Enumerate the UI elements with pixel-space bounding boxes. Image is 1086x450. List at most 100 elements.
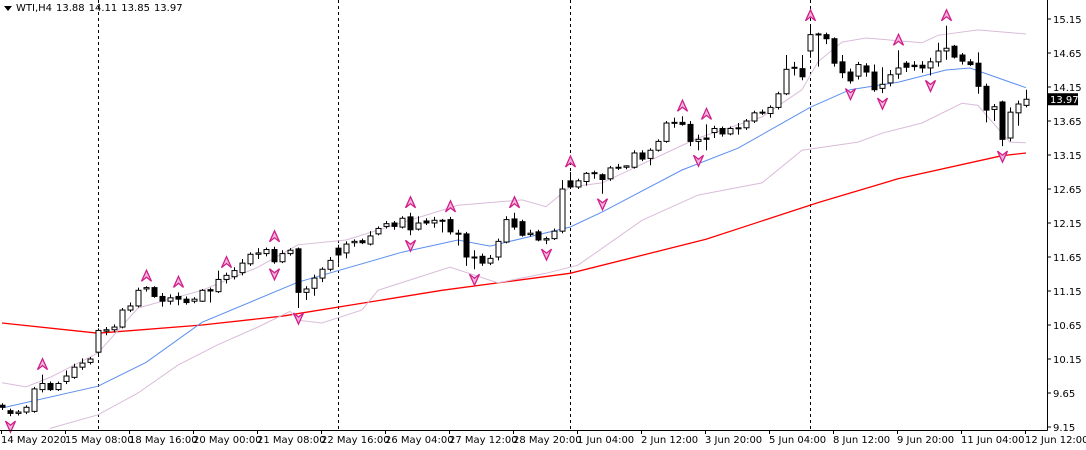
candle — [439, 218, 446, 233]
candle — [311, 274, 318, 296]
price-tick-label: 12.65 — [1053, 185, 1082, 196]
candle — [167, 294, 174, 305]
time-tick-label: 1 Jun 04:00 — [577, 435, 634, 446]
candle-body-bull — [383, 223, 390, 227]
fractal-up-arrow-icon — [172, 274, 185, 288]
candle — [415, 216, 422, 231]
candle — [431, 216, 438, 228]
candle-body-bear — [207, 289, 214, 292]
candle — [87, 356, 94, 365]
candle-body-bear — [599, 174, 606, 180]
candle — [839, 55, 846, 79]
candle-body-bear — [511, 218, 518, 228]
candle-body-bear — [999, 101, 1006, 140]
candle — [679, 116, 686, 126]
candle-body-bull — [775, 93, 782, 108]
candle-body-bull — [935, 50, 942, 63]
time-tick-label: 5 Jun 04:00 — [769, 435, 826, 446]
candle — [183, 296, 190, 305]
candle-body-bear — [335, 247, 342, 256]
triangle-down-icon[interactable] — [4, 6, 12, 11]
candle — [535, 229, 542, 242]
candle — [151, 286, 158, 298]
candle-body-bull — [343, 243, 350, 254]
candle — [903, 61, 910, 73]
candle-body-bull — [311, 277, 318, 289]
candle — [7, 408, 14, 417]
candle-body-bull — [559, 188, 566, 232]
candle-body-bull — [887, 74, 894, 84]
candle-body-bear — [183, 298, 190, 304]
candle — [191, 297, 198, 304]
candle-body-bull — [895, 67, 902, 75]
candle — [759, 109, 766, 115]
candle-body-bull — [471, 256, 478, 259]
price-tick-label: 10.15 — [1053, 355, 1082, 366]
candle-body-bear — [847, 71, 854, 82]
candle — [599, 173, 606, 194]
fractal-down-arrow-icon — [844, 88, 857, 102]
candle — [119, 308, 126, 329]
candle-body-bull — [455, 232, 462, 235]
candle-body-bull — [39, 382, 46, 391]
indicator-lines — [1, 29, 1027, 429]
candle — [703, 124, 710, 151]
candle — [263, 247, 270, 257]
price-tick-label: 11.65 — [1053, 253, 1082, 264]
candle-body-bear — [359, 240, 366, 244]
candle — [791, 61, 798, 76]
fractal-down-arrow-icon — [692, 154, 705, 168]
candle-body-bull — [95, 329, 102, 353]
candle — [495, 238, 502, 261]
fractal-up-arrow-icon — [804, 8, 817, 22]
candle — [159, 293, 166, 307]
candle — [327, 257, 334, 272]
candle-body-bull — [783, 68, 790, 95]
fractal-down-arrow-icon — [292, 312, 305, 326]
candle — [367, 231, 374, 246]
candle-body-bull — [527, 232, 534, 236]
candle-body-bull — [711, 127, 718, 134]
candle — [935, 42, 942, 67]
candle — [895, 50, 902, 79]
candle-body-bear — [479, 255, 486, 264]
candle — [607, 165, 614, 181]
candle-body-bear — [967, 61, 974, 66]
price-tick-label: 13.65 — [1053, 117, 1082, 128]
candle-body-bull — [879, 83, 886, 89]
candle-body-bear — [407, 216, 414, 231]
time-tick-label: 11 Jun 04:00 — [961, 435, 1025, 446]
candle — [295, 247, 302, 308]
candle — [783, 55, 790, 96]
candle-body-bull — [743, 120, 750, 129]
candle — [463, 231, 470, 266]
candle-body-bear — [47, 382, 54, 391]
bollinger-upper-line — [1, 29, 1027, 388]
fractal-down-arrow-icon — [876, 97, 889, 111]
candle-body-bear — [871, 71, 878, 91]
fractal-down-arrow-icon — [924, 79, 937, 94]
candle — [967, 59, 974, 66]
candle — [111, 324, 118, 333]
candle-body-bear — [903, 62, 910, 68]
time-tick-label: 14 May 2020 — [1, 435, 66, 446]
candle-body-bull — [71, 366, 78, 378]
candle — [447, 216, 454, 235]
fractal-up-arrow-icon — [676, 98, 689, 112]
candle — [687, 121, 694, 147]
candle — [647, 148, 654, 166]
fractal-down-arrow-icon — [468, 273, 481, 287]
candle-body-bull — [575, 180, 582, 188]
candle-body-bull — [255, 252, 262, 255]
candle-body-bull — [15, 411, 22, 414]
candle — [767, 105, 774, 118]
candle — [423, 218, 430, 226]
candle-body-bull — [543, 238, 550, 241]
candle-body-bull — [1007, 111, 1014, 139]
candle — [983, 83, 990, 123]
candle — [815, 32, 822, 67]
candle-body-bear — [0, 404, 6, 408]
candle — [775, 91, 782, 110]
